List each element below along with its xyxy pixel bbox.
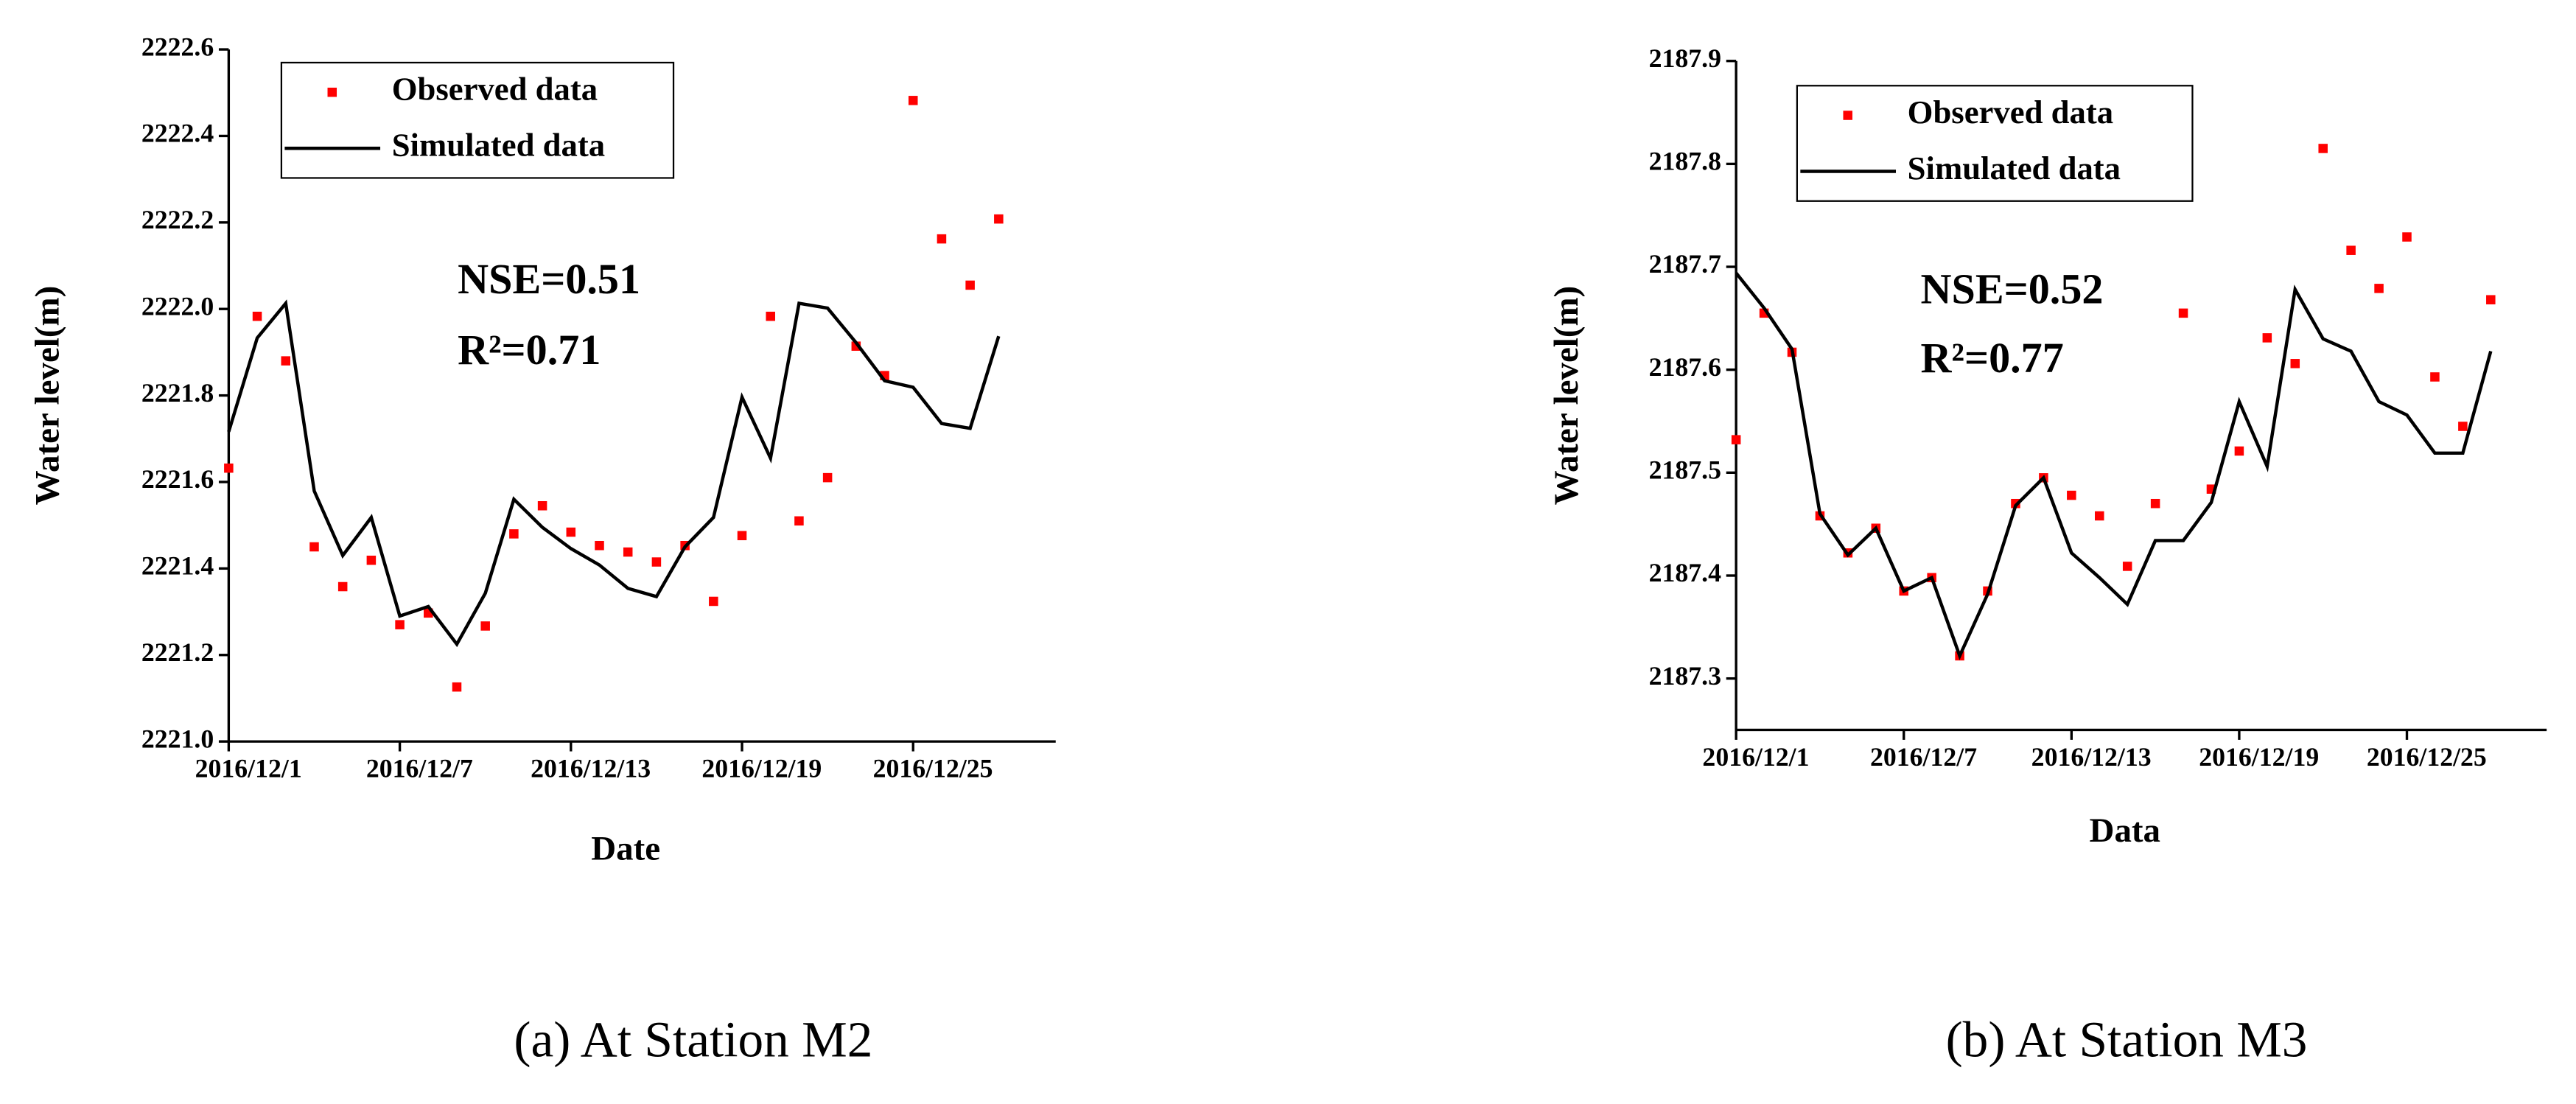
- observed-point: [2122, 562, 2132, 571]
- y-tick-label: 2221.8: [141, 378, 214, 408]
- y-tick-label: 2187.9: [1649, 43, 1721, 73]
- observed-point: [965, 280, 975, 290]
- observed-point: [2178, 308, 2188, 318]
- observed-point: [566, 527, 576, 537]
- y-tick-label: 2221.4: [141, 551, 214, 581]
- observed-point: [623, 547, 633, 557]
- observed-point: [2150, 498, 2160, 509]
- legend-label: Simulated data: [1908, 150, 2121, 186]
- legend-marker: [327, 87, 337, 97]
- x-tick-label: 2016/12/19: [2199, 742, 2319, 772]
- x-tick-label: 2016/12/13: [2031, 742, 2152, 772]
- observed-point: [2318, 144, 2328, 153]
- y-tick-label: 2222.0: [141, 291, 214, 321]
- observed-point: [937, 234, 947, 244]
- x-tick-label: 2016/12/1: [195, 754, 302, 783]
- x-tick-label: 2016/12/13: [531, 754, 651, 783]
- observed-point: [2094, 511, 2104, 521]
- simulated-line: [227, 299, 1001, 648]
- legend-box: [1796, 85, 2194, 202]
- x-axis-title: Data: [2090, 811, 2160, 850]
- y-tick-label: 2222.4: [141, 119, 214, 148]
- observed-point: [2430, 372, 2440, 382]
- y-tick-label: 2222.6: [141, 32, 214, 61]
- annotation: R²=0.77: [1921, 334, 2064, 382]
- y-tick-label: 2187.6: [1649, 352, 1721, 382]
- annotation: R²=0.71: [458, 326, 601, 374]
- observed-point: [2262, 333, 2272, 343]
- observed-point: [337, 581, 348, 592]
- observed-point: [224, 463, 234, 473]
- observed-point: [2346, 245, 2356, 255]
- y-tick-label: 2187.5: [1649, 455, 1721, 485]
- y-axis-title: Water level(m): [29, 286, 67, 506]
- observed-point: [309, 542, 319, 552]
- y-axis-title: Water level(m): [1547, 286, 1586, 506]
- y-tick-label: 2221.2: [141, 637, 214, 667]
- observed-point: [709, 596, 718, 607]
- y-tick-label: 2187.8: [1649, 147, 1721, 176]
- legend-box: [280, 61, 675, 179]
- legend-label: Observed data: [392, 70, 598, 107]
- observed-point: [452, 682, 462, 692]
- observed-point: [822, 472, 833, 483]
- legend-marker: [1843, 111, 1852, 120]
- observed-point: [509, 529, 519, 539]
- y-tick-label: 2222.2: [141, 205, 214, 234]
- y-tick-label: 2187.4: [1649, 558, 1721, 587]
- y-tick-label: 2221.0: [141, 724, 214, 753]
- x-tick-label: 2016/12/25: [873, 754, 993, 783]
- observed-point: [651, 557, 662, 567]
- observed-point: [1731, 435, 1741, 444]
- observed-point: [2067, 490, 2076, 500]
- simulated-line: [1735, 272, 2493, 660]
- annotation: NSE=0.51: [458, 255, 640, 303]
- observed-point: [2402, 232, 2412, 242]
- x-tick-label: 2016/12/1: [1702, 742, 1809, 772]
- x-tick-label: 2016/12/25: [2367, 742, 2487, 772]
- observed-point: [794, 516, 804, 526]
- observed-point: [2374, 284, 2384, 293]
- observed-point: [737, 531, 747, 541]
- observed-point: [2458, 422, 2468, 431]
- legend-label: Simulated data: [392, 126, 605, 163]
- annotation: NSE=0.52: [1921, 265, 2104, 312]
- observed-point: [766, 311, 775, 321]
- x-axis-title: Date: [591, 830, 660, 868]
- x-tick-label: 2016/12/7: [1870, 742, 1977, 772]
- observed-point: [366, 555, 377, 565]
- x-tick-label: 2016/12/19: [701, 754, 822, 783]
- y-tick-label: 2221.6: [141, 464, 214, 494]
- observed-point: [2234, 446, 2244, 456]
- observed-point: [537, 500, 547, 511]
- observed-point: [252, 311, 262, 321]
- y-tick-label: 2187.7: [1649, 249, 1721, 279]
- chart: 2187.3 2187.4 2187.5 2187.6 2187.7 2187.8 2187…: [1547, 43, 2547, 1067]
- observed-point: [2486, 295, 2496, 304]
- observed-point: [994, 214, 1004, 224]
- observed-point: [480, 621, 490, 631]
- observed-point: [281, 356, 291, 366]
- legend-label: Observed data: [1908, 94, 2113, 130]
- chart: 2221.0 2221.2 2221.4 2221.6 2221.8 2222.0 2222…: [29, 32, 1056, 1067]
- observed-point: [2290, 359, 2300, 368]
- x-tick-label: 2016/12/7: [366, 754, 473, 783]
- observed-point: [395, 620, 405, 629]
- y-tick-label: 2187.3: [1649, 661, 1721, 691]
- caption: (a) At Station M2: [514, 1010, 872, 1067]
- observed-point: [908, 96, 918, 105]
- observed-point: [595, 540, 604, 551]
- caption: (b) At Station M3: [1946, 1010, 2308, 1067]
